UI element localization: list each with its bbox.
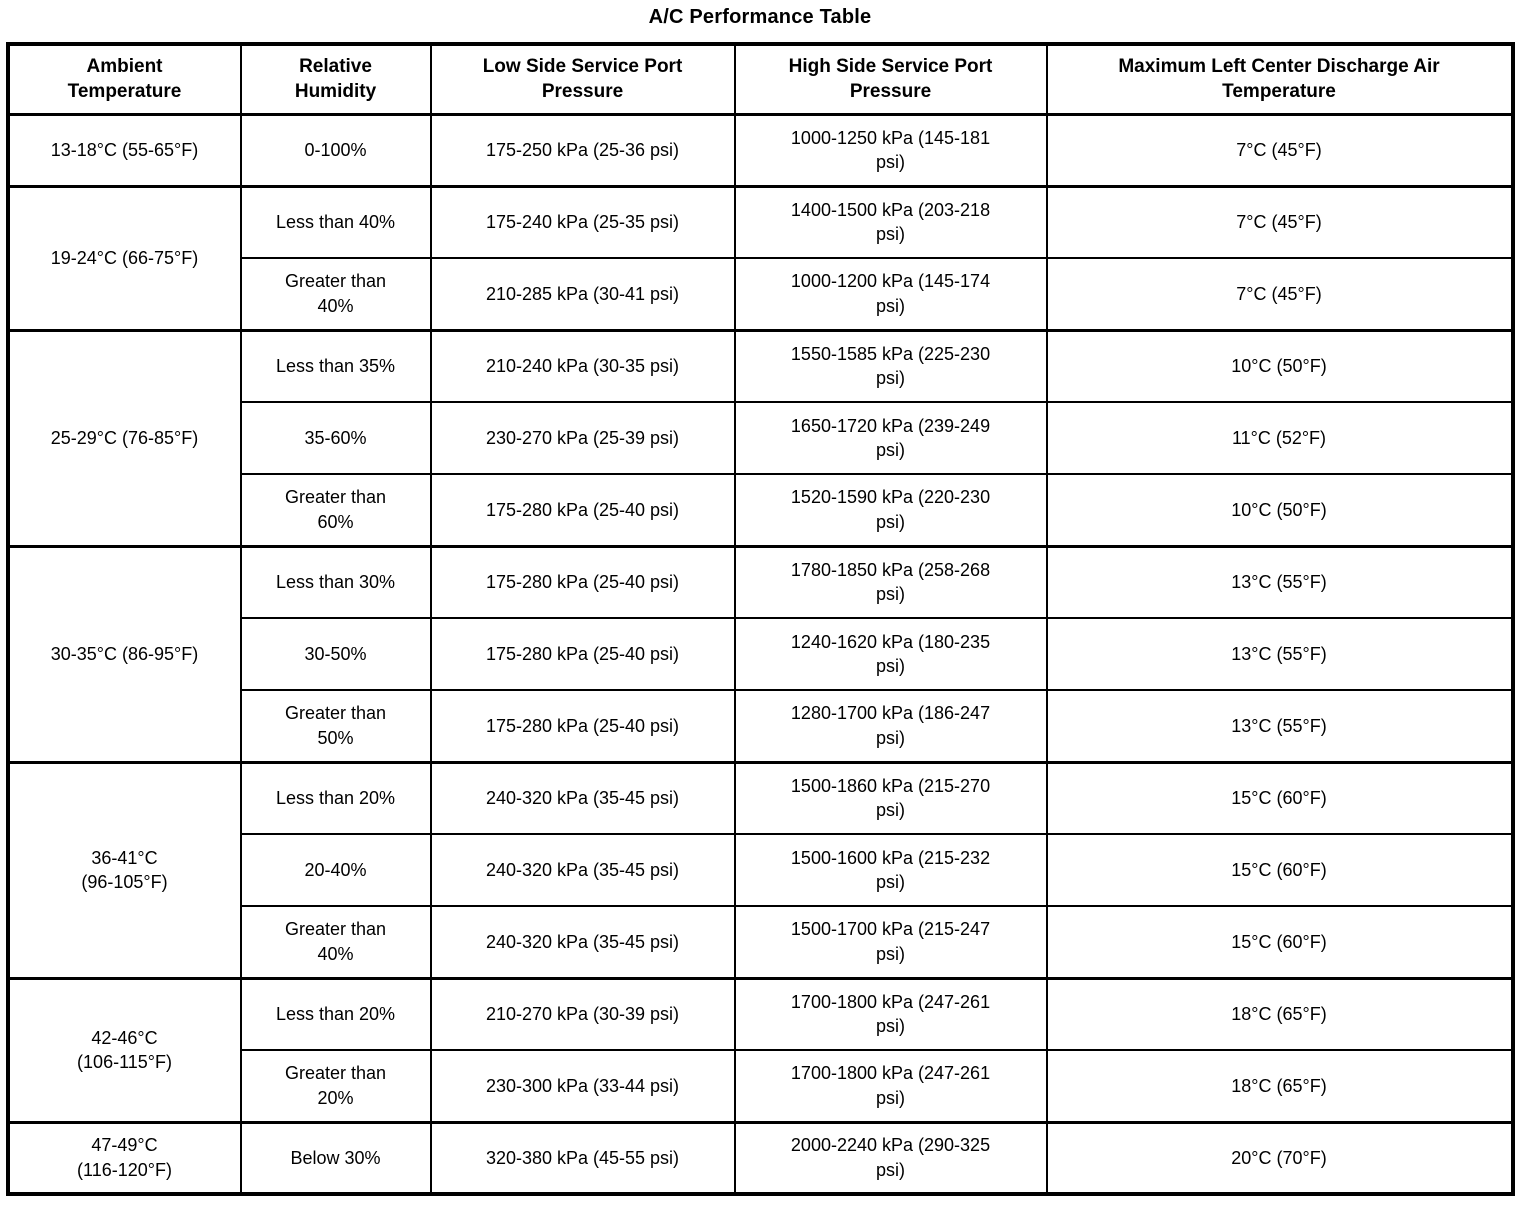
ambient-cell: 42-46°C (106-115°F): [6, 976, 242, 1123]
discharge-cell: 13°C (55°F): [1045, 617, 1514, 691]
humidity-cell: Less than 30%: [239, 544, 432, 619]
table-row: Greater than 60% 175-280 kPa (25-40 psi)…: [8, 473, 1514, 547]
humidity-cell: Below 30%: [239, 1120, 432, 1195]
discharge-cell: 18°C (65°F): [1045, 1049, 1514, 1123]
high-side-cell: 1400-1500 kPa (203-218 psi): [733, 184, 1048, 259]
low-side-cell: 175-280 kPa (25-40 psi): [429, 473, 736, 547]
high-side-cell: 1780-1850 kPa (258-268 psi): [733, 544, 1048, 619]
low-side-cell: 175-280 kPa (25-40 psi): [429, 689, 736, 763]
table-row: Greater than 50% 175-280 kPa (25-40 psi)…: [8, 689, 1514, 763]
header-row: Ambient Temperature Relative Humidity Lo…: [6, 43, 1514, 116]
humidity-cell: Less than 20%: [239, 976, 432, 1051]
humidity-cell: Greater than 20%: [239, 1049, 432, 1123]
low-side-cell: 175-250 kPa (25-36 psi): [429, 113, 736, 187]
humidity-cell: Greater than 40%: [239, 257, 432, 331]
discharge-cell: 7°C (45°F): [1045, 113, 1514, 187]
high-side-cell: 2000-2240 kPa (290-325 psi): [733, 1120, 1048, 1195]
discharge-cell: 10°C (50°F): [1045, 473, 1514, 547]
high-side-cell: 1700-1800 kPa (247-261 psi): [733, 976, 1048, 1051]
table-row: 20-40% 240-320 kPa (35-45 psi) 1500-1600…: [8, 833, 1514, 907]
page-title: A/C Performance Table: [648, 6, 872, 28]
table-row: Greater than 20% 230-300 kPa (33-44 psi)…: [8, 1049, 1514, 1123]
header-low-side-pressure: Low Side Service Port Pressure: [429, 43, 736, 116]
ac-performance-table: Ambient Temperature Relative Humidity Lo…: [5, 42, 1515, 1196]
humidity-cell: Less than 20%: [239, 760, 432, 835]
low-side-cell: 320-380 kPa (45-55 psi): [429, 1120, 736, 1195]
low-side-cell: 210-285 kPa (30-41 psi): [429, 257, 736, 331]
table-row: Greater than 40% 240-320 kPa (35-45 psi)…: [8, 905, 1514, 979]
high-side-cell: 1650-1720 kPa (239-249 psi): [733, 401, 1048, 475]
discharge-cell: 7°C (45°F): [1045, 257, 1514, 331]
low-side-cell: 240-320 kPa (35-45 psi): [429, 833, 736, 907]
header-discharge-air-temperature: Maximum Left Center Discharge Air Temper…: [1045, 43, 1514, 116]
ambient-cell: 47-49°C (116-120°F): [6, 1120, 242, 1195]
humidity-cell: 0-100%: [239, 113, 432, 187]
low-side-cell: 230-300 kPa (33-44 psi): [429, 1049, 736, 1123]
humidity-cell: 20-40%: [239, 833, 432, 907]
table-row: 30-35°C (86-95°F) Less than 30% 175-280 …: [6, 544, 1514, 763]
low-side-cell: 175-240 kPa (25-35 psi): [429, 184, 736, 259]
table-row: 47-49°C (116-120°F) Below 30% 320-380 kP…: [6, 1120, 1514, 1195]
discharge-cell: 11°C (52°F): [1045, 401, 1514, 475]
discharge-cell: 10°C (50°F): [1045, 328, 1514, 403]
discharge-cell: 20°C (70°F): [1045, 1120, 1514, 1195]
header-high-side-pressure: High Side Service Port Pressure: [733, 43, 1048, 116]
humidity-cell: 35-60%: [239, 401, 432, 475]
discharge-cell: 15°C (60°F): [1045, 760, 1514, 835]
table-row: Greater than 40% 210-285 kPa (30-41 psi)…: [8, 257, 1514, 331]
header-ambient-temperature: Ambient Temperature: [6, 43, 242, 116]
low-side-cell: 240-320 kPa (35-45 psi): [429, 760, 736, 835]
humidity-cell: 30-50%: [239, 617, 432, 691]
high-side-cell: 1280-1700 kPa (186-247 psi): [733, 689, 1048, 763]
low-side-cell: 175-280 kPa (25-40 psi): [429, 617, 736, 691]
high-side-cell: 1500-1860 kPa (215-270 psi): [733, 760, 1048, 835]
discharge-cell: 15°C (60°F): [1045, 833, 1514, 907]
low-side-cell: 230-270 kPa (25-39 psi): [429, 401, 736, 475]
low-side-cell: 210-270 kPa (30-39 psi): [429, 976, 736, 1051]
humidity-cell: Greater than 40%: [239, 905, 432, 979]
high-side-cell: 1520-1590 kPa (220-230 psi): [733, 473, 1048, 547]
high-side-cell: 1550-1585 kPa (225-230 psi): [733, 328, 1048, 403]
high-side-cell: 1500-1700 kPa (215-247 psi): [733, 905, 1048, 979]
discharge-cell: 13°C (55°F): [1045, 544, 1514, 619]
humidity-cell: Less than 40%: [239, 184, 432, 259]
high-side-cell: 1000-1250 kPa (145-181 psi): [733, 113, 1048, 187]
discharge-cell: 15°C (60°F): [1045, 905, 1514, 979]
discharge-cell: 18°C (65°F): [1045, 976, 1514, 1051]
low-side-cell: 210-240 kPa (30-35 psi): [429, 328, 736, 403]
table-row: 30-50% 175-280 kPa (25-40 psi) 1240-1620…: [8, 617, 1514, 691]
high-side-cell: 1500-1600 kPa (215-232 psi): [733, 833, 1048, 907]
discharge-cell: 13°C (55°F): [1045, 689, 1514, 763]
low-side-cell: 240-320 kPa (35-45 psi): [429, 905, 736, 979]
humidity-cell: Greater than 60%: [239, 473, 432, 547]
humidity-cell: Less than 35%: [239, 328, 432, 403]
high-side-cell: 1000-1200 kPa (145-174 psi): [733, 257, 1048, 331]
high-side-cell: 1700-1800 kPa (247-261 psi): [733, 1049, 1048, 1123]
table-row: 42-46°C (106-115°F) Less than 20% 210-27…: [6, 976, 1514, 1123]
ambient-cell: 30-35°C (86-95°F): [6, 544, 242, 763]
humidity-cell: Greater than 50%: [239, 689, 432, 763]
ambient-cell: 36-41°C (96-105°F): [6, 760, 242, 979]
high-side-cell: 1240-1620 kPa (180-235 psi): [733, 617, 1048, 691]
table-row: 35-60% 230-270 kPa (25-39 psi) 1650-1720…: [8, 401, 1514, 475]
table-row: 13-18°C (55-65°F) 0-100% 175-250 kPa (25…: [6, 113, 1514, 187]
table-row: 36-41°C (96-105°F) Less than 20% 240-320…: [6, 760, 1514, 979]
ambient-cell: 25-29°C (76-85°F): [6, 328, 242, 547]
header-relative-humidity: Relative Humidity: [239, 43, 432, 116]
table-row: 19-24°C (66-75°F) Less than 40% 175-240 …: [6, 184, 1514, 331]
table-row: 25-29°C (76-85°F) Less than 35% 210-240 …: [6, 328, 1514, 547]
ambient-cell: 13-18°C (55-65°F): [6, 113, 242, 187]
discharge-cell: 7°C (45°F): [1045, 184, 1514, 259]
low-side-cell: 175-280 kPa (25-40 psi): [429, 544, 736, 619]
ambient-cell: 19-24°C (66-75°F): [6, 184, 242, 331]
